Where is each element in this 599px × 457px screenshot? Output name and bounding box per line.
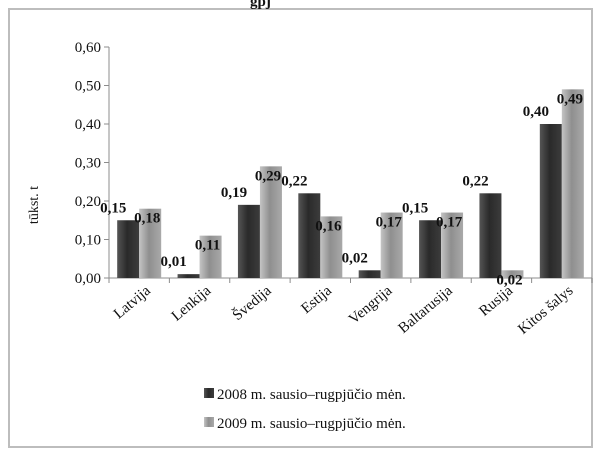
category-label: Vengrija: [346, 283, 395, 328]
bar-series2: [199, 235, 222, 278]
data-label: 0,15: [402, 200, 428, 216]
category-labels: Latvija Lenkija Švedija Estija Vengrija Balta…: [111, 282, 577, 338]
bar-series2: [320, 216, 343, 278]
y-tick-label: 0,60: [75, 40, 101, 56]
category-label: Latvija: [111, 283, 154, 323]
data-label: 0,29: [255, 168, 281, 184]
legend-swatch: [204, 417, 214, 427]
data-label: 0,22: [281, 173, 307, 189]
data-label: 0,16: [315, 218, 342, 234]
category-label: Švedija: [229, 282, 275, 324]
axes: 0,00 0,10 0,20 0,30 0,40 0,50 0,60: [75, 40, 593, 287]
data-label: 0,11: [195, 238, 220, 254]
bar-series1: [419, 220, 442, 278]
data-label: 0,40: [523, 104, 549, 120]
data-label: 0,18: [134, 211, 160, 227]
data-label: 0,01: [160, 254, 186, 270]
bar-series2: [501, 270, 524, 278]
y-tick-label: 0,30: [75, 156, 101, 172]
data-label: 0,17: [376, 215, 403, 231]
category-label: Baltarusija: [396, 283, 456, 337]
bar-series2: [139, 208, 162, 278]
data-label: 0,02: [496, 272, 522, 288]
data-label: 0,22: [462, 173, 488, 189]
bar-series2: [259, 166, 282, 278]
category-label: Lenkija: [169, 283, 215, 325]
y-tick-label: 0,00: [75, 271, 101, 287]
y-tick-label: 0,20: [75, 194, 101, 210]
bar-series1: [298, 193, 321, 278]
bar-series1: [358, 270, 381, 278]
legend-entry: 2008 m. sausio–rugpjūčio mėn.: [217, 387, 406, 403]
category-label: Kitos šalys: [515, 283, 576, 338]
bar-series2: [441, 212, 464, 278]
data-label: 0,49: [557, 91, 583, 107]
chart-border: [8, 8, 593, 448]
data-label: 0,19: [221, 185, 247, 201]
chart-title-fragment: gpj: [250, 0, 271, 10]
data-label: 0,15: [100, 200, 126, 216]
bar-series2: [561, 89, 584, 278]
legend-swatch: [204, 388, 214, 398]
legend: 2008 m. sausio–rugpjūčio mėn. 2009 m. sau…: [204, 387, 406, 432]
bar-series1: [117, 220, 140, 278]
y-tick-label: 0,40: [75, 117, 101, 133]
bar-series2: [380, 212, 403, 278]
y-axis-label: tūkst. t: [27, 186, 42, 224]
bars: [117, 89, 584, 278]
data-labels: 0,150,180,010,110,190,29 0,220,160,020,17…: [100, 91, 583, 288]
data-label: 0,17: [436, 215, 463, 231]
category-label: Estija: [298, 283, 335, 317]
y-tick-label: 0,10: [75, 233, 101, 249]
legend-entry: 2009 m. sausio–rugpjūčio mėn.: [217, 416, 406, 432]
bar-series1: [479, 193, 502, 278]
y-tick-label: 0,50: [75, 79, 101, 95]
bar-series1: [177, 274, 200, 278]
bar-series1: [237, 204, 260, 278]
bar-series1: [539, 124, 562, 278]
data-label: 0,02: [342, 250, 368, 266]
